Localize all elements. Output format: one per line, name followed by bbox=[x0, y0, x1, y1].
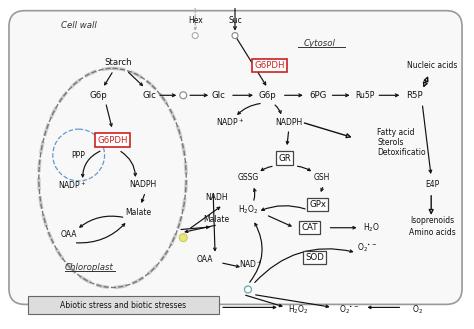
FancyBboxPatch shape bbox=[28, 296, 219, 315]
FancyBboxPatch shape bbox=[9, 11, 462, 304]
Circle shape bbox=[192, 33, 198, 38]
Text: 6PG: 6PG bbox=[309, 91, 326, 100]
Text: Starch: Starch bbox=[105, 58, 132, 67]
Text: PPP: PPP bbox=[72, 151, 86, 160]
Text: NADPH: NADPH bbox=[275, 118, 302, 127]
Text: Nucleic acids: Nucleic acids bbox=[407, 61, 457, 70]
Text: G6p: G6p bbox=[259, 91, 277, 100]
Text: GPx: GPx bbox=[309, 200, 326, 209]
Circle shape bbox=[180, 92, 187, 99]
Text: GR: GR bbox=[278, 154, 291, 163]
Text: Cell wall: Cell wall bbox=[61, 21, 97, 30]
Text: GSH: GSH bbox=[313, 173, 330, 183]
Text: O$_2$: O$_2$ bbox=[412, 303, 423, 316]
Text: Cytosol: Cytosol bbox=[304, 39, 336, 48]
Text: R5P: R5P bbox=[406, 91, 422, 100]
Text: Sterols: Sterols bbox=[377, 138, 404, 147]
Text: Isoprenoids: Isoprenoids bbox=[410, 216, 454, 225]
Text: O$_2$$^{\bullet-}$: O$_2$$^{\bullet-}$ bbox=[339, 303, 360, 316]
Text: NADP$^+$: NADP$^+$ bbox=[216, 116, 244, 128]
Text: CAT: CAT bbox=[301, 223, 318, 232]
Text: Malate: Malate bbox=[203, 215, 229, 224]
Circle shape bbox=[245, 286, 251, 293]
Text: NADPH: NADPH bbox=[129, 180, 156, 190]
Text: Chloroplast: Chloroplast bbox=[64, 263, 113, 272]
Circle shape bbox=[232, 33, 238, 38]
Text: E4P: E4P bbox=[425, 180, 439, 190]
Text: G6PDH: G6PDH bbox=[255, 61, 285, 70]
Text: Ru5P: Ru5P bbox=[355, 91, 374, 100]
Text: OAA: OAA bbox=[197, 255, 213, 264]
Text: Amino acids: Amino acids bbox=[409, 228, 456, 237]
Text: NADP$^+$: NADP$^+$ bbox=[58, 179, 87, 191]
Text: G6PDH: G6PDH bbox=[97, 136, 128, 145]
Text: Glc: Glc bbox=[142, 91, 156, 100]
Text: H$_2$O: H$_2$O bbox=[363, 221, 380, 234]
Text: GSSG: GSSG bbox=[237, 173, 259, 183]
Text: G6p: G6p bbox=[90, 91, 108, 100]
Text: Hex: Hex bbox=[188, 16, 202, 25]
Text: Abiotic stress and biotic stresses: Abiotic stress and biotic stresses bbox=[60, 301, 187, 310]
Text: Malate: Malate bbox=[125, 208, 152, 217]
Text: H$_2$O$_2$: H$_2$O$_2$ bbox=[238, 204, 258, 216]
Text: NAD$^+$: NAD$^+$ bbox=[239, 259, 263, 270]
Text: SOD: SOD bbox=[305, 253, 324, 262]
Text: Fatty acid: Fatty acid bbox=[377, 128, 415, 137]
Text: H$_2$O$_2$: H$_2$O$_2$ bbox=[288, 303, 308, 316]
Text: Suc: Suc bbox=[228, 16, 242, 25]
Circle shape bbox=[179, 234, 187, 242]
Text: Glc: Glc bbox=[211, 91, 225, 100]
Text: OAA: OAA bbox=[61, 230, 77, 239]
Text: O$_2$$^{\bullet-}$: O$_2$$^{\bullet-}$ bbox=[357, 241, 377, 254]
Text: NADH: NADH bbox=[205, 193, 228, 202]
Text: Detoxificatio: Detoxificatio bbox=[377, 147, 426, 157]
